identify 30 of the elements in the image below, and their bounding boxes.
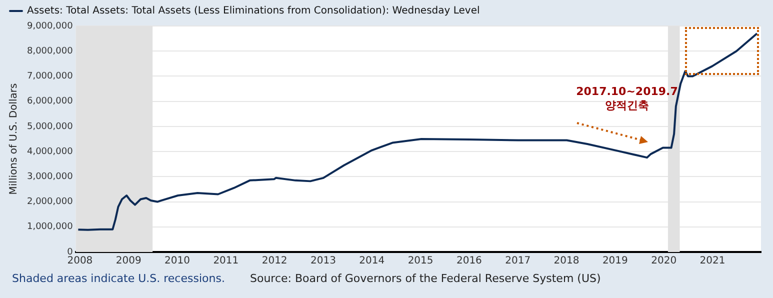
y-tick-label: 3,000,000 <box>26 172 74 182</box>
annotation: 양적긴축 <box>604 99 650 113</box>
legend-label: Assets: Total Assets: Total Assets (Less Eliminations from Consolidation): Wednesday Level <box>27 6 480 17</box>
x-tick-label: 2017 <box>505 256 531 267</box>
text: Shaded areas indicate U.S. recessions. <box>12 272 225 285</box>
y-tick-label: 2,000,000 <box>26 197 74 208</box>
x-tick-label: 2009 <box>116 256 142 267</box>
x-tick-label: 2016 <box>456 256 482 267</box>
x-tick-label: 2015 <box>408 256 434 267</box>
y-axis-title: Millions of U.S. Dollars <box>8 83 20 195</box>
y-tick-label: 4,000,000 <box>26 146 74 157</box>
x-tick-label: 2011 <box>213 256 239 267</box>
x-tick-label: 2020 <box>651 256 677 267</box>
x-tick-label: 2013 <box>310 256 336 267</box>
x-tick-label: 2012 <box>262 256 288 267</box>
y-tick-label: 5,000,000 <box>26 122 74 132</box>
y-tick-label: 0 <box>67 247 74 258</box>
y-tick-label: 9,000,000 <box>26 21 74 32</box>
x-tick-label: 2018 <box>554 256 580 267</box>
x-tick-label: 2021 <box>700 256 726 267</box>
y-tick-label: 1,000,000 <box>26 222 74 232</box>
source-note: Source: Board of Governors of the Federal Reserve System (US) <box>250 272 601 285</box>
annotation: 2017.10~2019.7 <box>575 85 679 99</box>
x-tick-label: 2010 <box>164 256 190 267</box>
y-tick-label: 6,000,000 <box>26 96 74 107</box>
x-tick-label: 2008 <box>67 256 93 267</box>
y-tick-label: 8,000,000 <box>26 46 74 56</box>
y-tick-label: 7,000,000 <box>26 72 74 82</box>
x-tick-label: 2014 <box>359 256 385 267</box>
x-tick-label: 2019 <box>602 256 628 267</box>
